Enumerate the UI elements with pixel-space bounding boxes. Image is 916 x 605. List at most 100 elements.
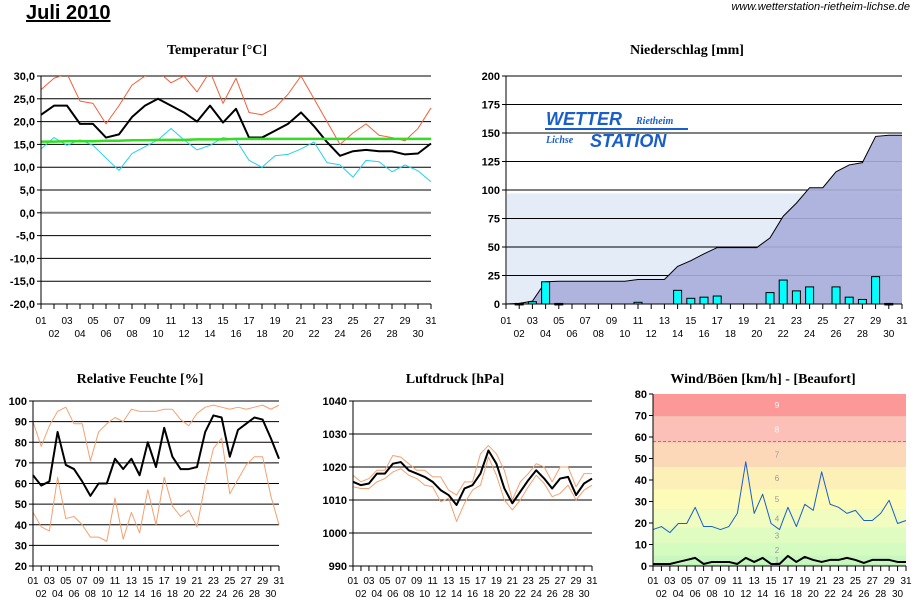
x-tick-label: 11 xyxy=(732,576,743,587)
logo-lichse: Lichse xyxy=(545,135,574,146)
x-tick-label: 08 xyxy=(706,589,718,600)
y-tick-label: 1040 xyxy=(323,396,347,408)
x-tick-label: 12 xyxy=(178,329,190,340)
x-tick-label: 10 xyxy=(619,329,631,340)
beaufort-label: 5 xyxy=(775,495,780,504)
precip-bar xyxy=(765,292,775,305)
chart-title: Wind/Böen [km/h] - [Beaufort] xyxy=(670,372,855,387)
x-tick-label: 09 xyxy=(715,576,727,587)
x-tick-label: 26 xyxy=(232,589,244,600)
y-tick-label: 20 xyxy=(15,561,27,573)
cumulative-line xyxy=(505,134,902,305)
beaufort-band xyxy=(653,394,906,417)
series-line-böen xyxy=(652,461,907,534)
x-tick-label: 09 xyxy=(411,576,423,587)
x-tick-label: 20 xyxy=(499,589,511,600)
x-tick-label: 17 xyxy=(475,576,487,587)
x-tick-label: 06 xyxy=(68,589,80,600)
x-tick-label: 16 xyxy=(774,589,786,600)
x-tick-label: 14 xyxy=(757,589,769,600)
y-tick-label: 80 xyxy=(15,437,27,449)
precip-bar xyxy=(805,286,815,305)
y-tick-label: 0 xyxy=(641,561,647,573)
y-tick-label: 90 xyxy=(15,417,27,429)
x-tick-label: 17 xyxy=(782,576,794,587)
x-tick-label: 11 xyxy=(427,576,438,587)
x-tick-label: 09 xyxy=(139,316,151,327)
x-tick-label: 29 xyxy=(571,576,583,587)
series-line-mittel xyxy=(40,97,432,157)
chart-precipitation: Niederschlag [mm]20017515012510075502500… xyxy=(482,43,908,340)
x-tick-label: 25 xyxy=(224,576,236,587)
x-tick-label: 12 xyxy=(740,589,752,600)
beaufort-label: 7 xyxy=(775,451,780,460)
x-tick-label: 23 xyxy=(791,316,803,327)
x-tick-label: 20 xyxy=(751,329,763,340)
x-tick-label: 01 xyxy=(500,316,512,327)
x-tick-label: 16 xyxy=(230,329,242,340)
chart-wind: Wind/Böen [km/h] - [Beaufort]12345678980… xyxy=(635,372,912,600)
logo-wetter: WETTER xyxy=(546,109,622,129)
y-tick-label: -15,0 xyxy=(10,276,35,288)
y-tick-label: 100 xyxy=(482,185,500,197)
beaufort-band xyxy=(653,442,906,467)
y-tick-label: 70 xyxy=(15,458,27,470)
y-tick-label: 40 xyxy=(635,475,647,487)
x-tick-label: 17 xyxy=(712,316,724,327)
chart-pressure: Luftdruck [hPa]1040103010201010100099001… xyxy=(323,372,598,600)
x-tick-label: 20 xyxy=(808,589,820,600)
y-tick-label: 25 xyxy=(488,271,500,283)
x-tick-label: 24 xyxy=(804,329,816,340)
beaufort-band xyxy=(653,416,906,443)
site-url[interactable]: www.wetterstation-rietheim-lichse.de xyxy=(731,1,910,13)
x-tick-label: 10 xyxy=(723,589,735,600)
y-tick-label: 10,0 xyxy=(14,162,35,174)
cumulative-area xyxy=(506,135,902,304)
x-tick-label: 25 xyxy=(347,316,359,327)
beaufort-band xyxy=(653,555,906,564)
x-tick-label: 14 xyxy=(204,329,216,340)
x-tick-label: 31 xyxy=(425,316,437,327)
x-tick-label: 13 xyxy=(659,316,671,327)
x-tick-label: 03 xyxy=(527,316,539,327)
x-tick-label: 06 xyxy=(566,329,578,340)
x-tick-label: 07 xyxy=(698,576,710,587)
x-tick-label: 05 xyxy=(60,576,72,587)
x-tick-label: 12 xyxy=(646,329,658,340)
x-tick-label: 04 xyxy=(673,589,685,600)
y-tick-label: 70 xyxy=(635,411,647,423)
x-tick-label: 19 xyxy=(738,316,750,327)
x-tick-label: 07 xyxy=(113,316,125,327)
x-tick-label: 23 xyxy=(321,316,333,327)
series-line-max xyxy=(352,445,592,501)
y-tick-label: 30,0 xyxy=(14,71,35,83)
y-tick-label: 1020 xyxy=(323,462,347,474)
x-tick-label: 29 xyxy=(870,316,882,327)
x-tick-label: 22 xyxy=(515,589,527,600)
y-tick-label: 200 xyxy=(482,71,500,83)
x-tick-label: 19 xyxy=(799,576,811,587)
x-tick-label: 21 xyxy=(816,576,828,587)
y-tick-label: 15,0 xyxy=(14,139,35,151)
x-tick-label: 18 xyxy=(791,589,803,600)
x-tick-label: 30 xyxy=(883,329,895,340)
chart-humidity: Relative Feuchte [%]10090807060504030200… xyxy=(9,372,285,600)
x-tick-label: 04 xyxy=(371,589,383,600)
y-tick-label: 30 xyxy=(635,497,647,509)
precip-bar xyxy=(699,296,709,305)
x-tick-label: 28 xyxy=(386,329,398,340)
y-tick-label: 60 xyxy=(15,479,27,491)
x-tick-label: 19 xyxy=(491,576,503,587)
beaufort-band xyxy=(653,489,906,510)
x-tick-label: 29 xyxy=(399,316,411,327)
x-tick-label: 18 xyxy=(256,329,268,340)
y-tick-label: 0,0 xyxy=(20,208,35,220)
x-tick-label: 12 xyxy=(118,589,130,600)
x-tick-label: 02 xyxy=(36,589,48,600)
x-tick-label: 19 xyxy=(269,316,281,327)
y-tick-label: 50 xyxy=(635,454,647,466)
x-tick-label: 17 xyxy=(243,316,255,327)
chart-title: Luftdruck [hPa] xyxy=(406,372,504,387)
beaufort-label: 8 xyxy=(775,425,780,434)
